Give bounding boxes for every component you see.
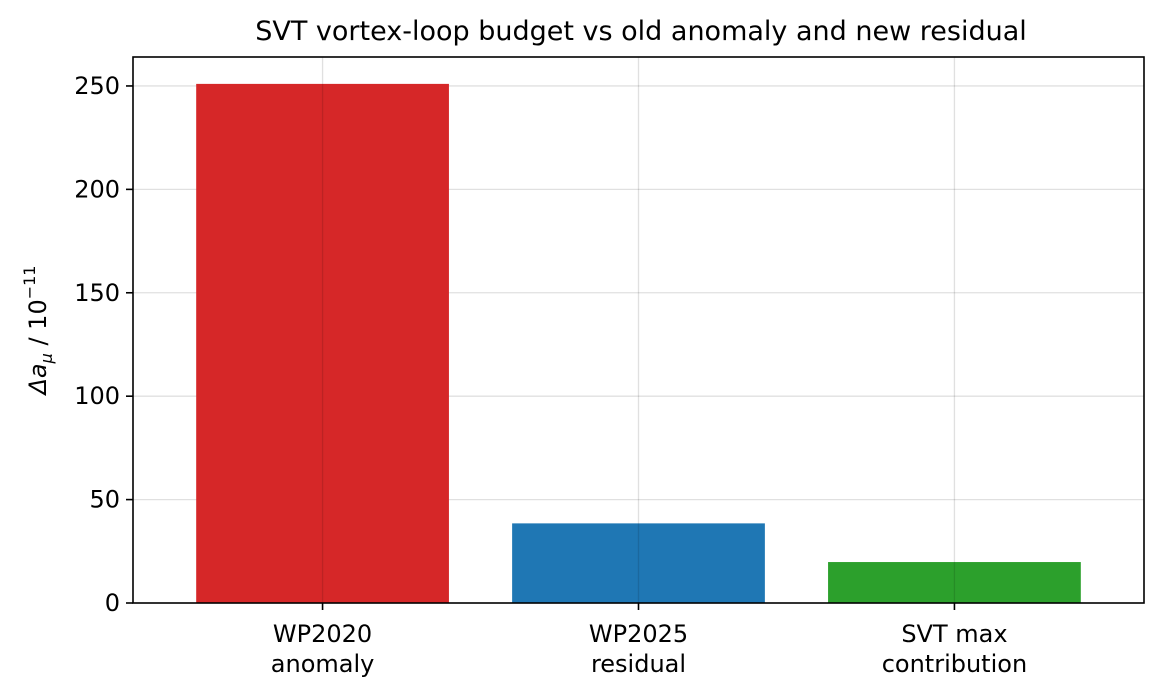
chart-title: SVT vortex-loop budget vs old anomaly an… [255, 16, 1027, 47]
y-tick-label: 200 [74, 175, 120, 203]
y-axis-label: Δaμ / 10−11 [20, 266, 56, 397]
y-tick-label: 0 [105, 589, 120, 617]
x-tick-label-line: WP2020 [273, 620, 372, 648]
x-tick-label-line: anomaly [271, 650, 375, 678]
x-tick-label-line: residual [591, 650, 686, 678]
y-tick-label: 250 [74, 72, 120, 100]
x-grid-layer [321, 57, 956, 603]
x-tick-label-line: contribution [882, 650, 1027, 678]
y-axis-ticks: 0 50 100 150 200 250 [74, 72, 133, 617]
x-tick-label-line: SVT max [901, 620, 1007, 648]
bars-layer [196, 83, 1081, 604]
bar [512, 523, 765, 603]
y-axis-label-subscript: μ [37, 353, 56, 364]
y-tick-label: 150 [74, 279, 120, 307]
y-tick-label: 100 [74, 382, 120, 410]
y-tick-label: 50 [89, 486, 120, 514]
x-tick-label: WP2020 anomaly [271, 620, 375, 678]
x-axis-ticks: WP2020 anomaly WP2025 residual SVT max contri… [271, 603, 1027, 678]
x-tick-label: WP2025 residual [589, 620, 688, 678]
x-tick-label: SVT max contribution [882, 620, 1027, 678]
y-axis-label-exponent: −11 [20, 266, 39, 300]
y-axis-label-base: / 10 [24, 299, 52, 353]
x-tick-label-line: WP2025 [589, 620, 688, 648]
y-axis-label-prefix: Δa [24, 363, 52, 396]
bar [828, 562, 1081, 603]
bar [196, 83, 449, 604]
